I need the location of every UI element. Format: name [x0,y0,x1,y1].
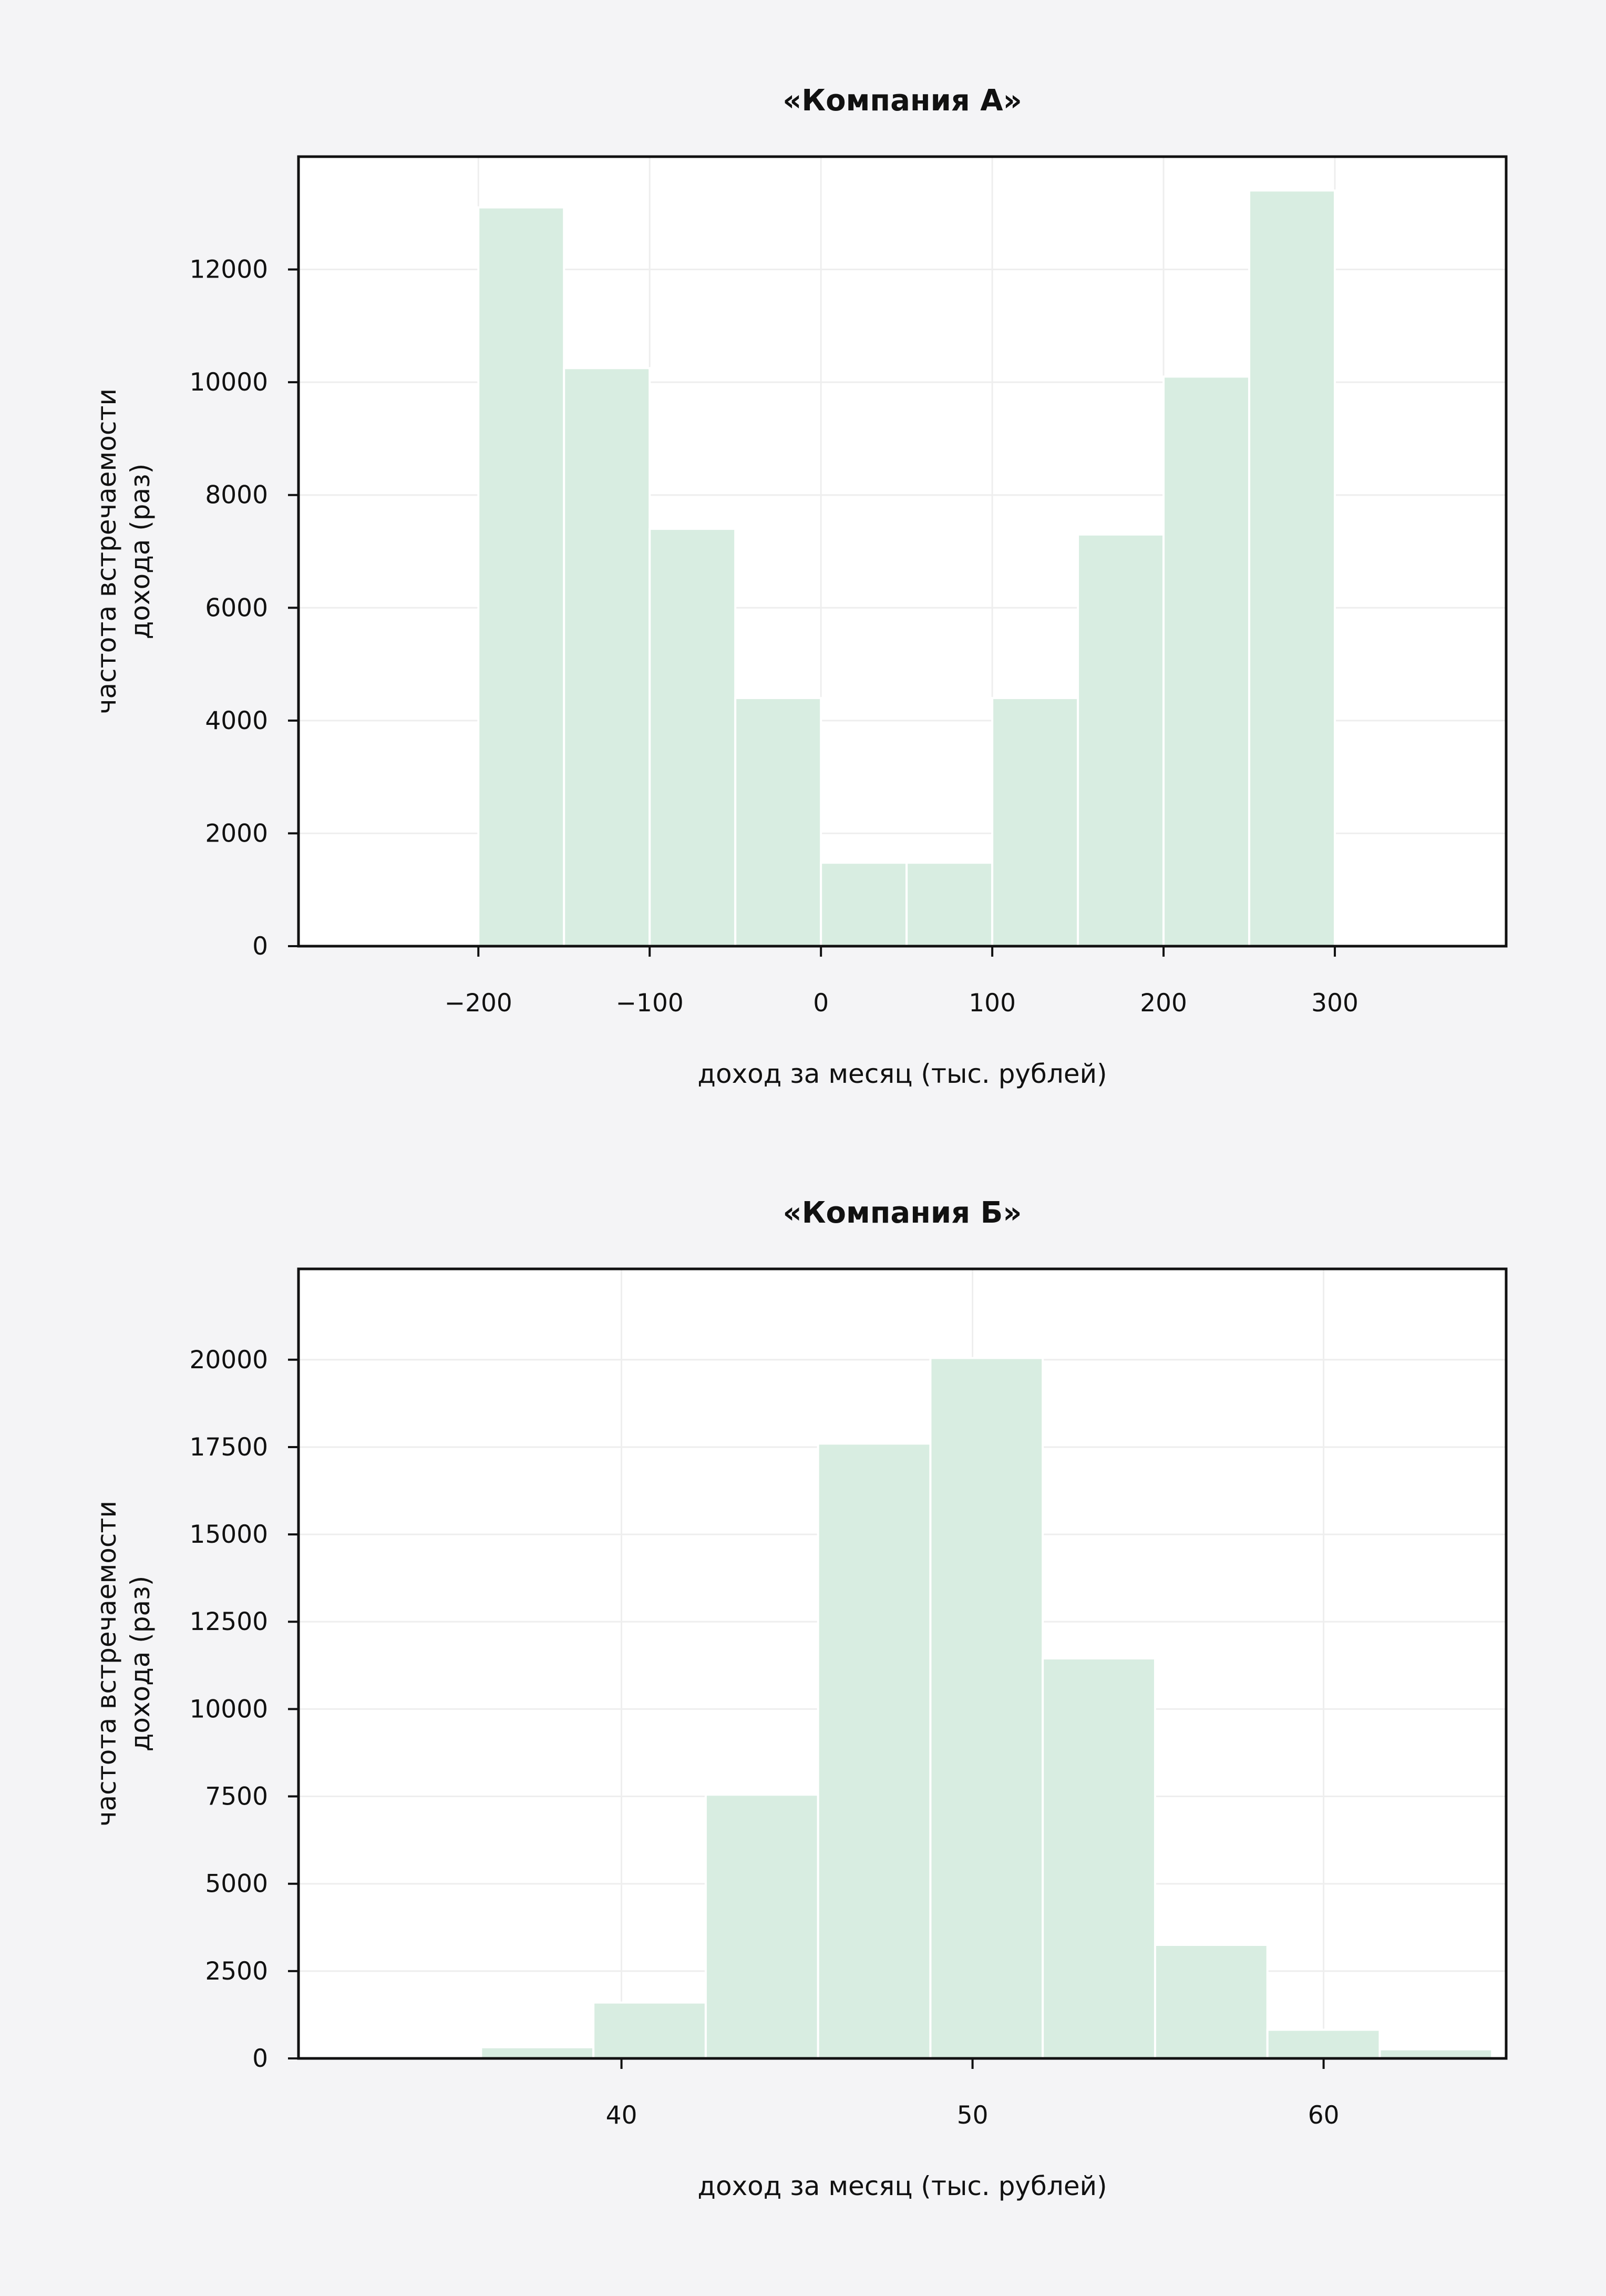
y-tick-label: 12500 [189,1607,268,1636]
histogram-bar [991,696,1079,947]
histogram-bars [477,189,1336,948]
y-tick-label: 10000 [189,368,268,397]
histogram-bar [905,862,994,948]
y-tick-label: 0 [252,2044,268,2073]
chart-1: 0 2000 4000 6000 8000 10000 12000 −200 −100 0 100 2… [91,84,1508,1089]
histogram-bar [1162,375,1251,947]
chart-title: «Компания Б» [783,1196,1022,1230]
histogram-bar [929,1357,1044,2059]
x-tick-label: −200 [445,989,512,1018]
x-tick-label: 0 [813,989,829,1018]
plot-frame [297,1267,1508,2060]
x-axis-label: доход за месяц (тыс. рублей) [697,2171,1107,2201]
x-tick-label: 300 [1311,989,1358,1018]
histogram-bar [734,696,822,947]
x-tick-label: 100 [969,989,1016,1018]
y-tick-label: 4000 [205,706,268,735]
y-tick-label: 2500 [205,1957,268,1986]
x-tick-label: −100 [616,989,684,1018]
x-axis-label: доход за месяц (тыс. рублей) [697,1059,1107,1089]
histogram-bar [817,1442,932,2059]
y-tick-label: 10000 [189,1695,268,1724]
x-tick-label: 50 [957,2101,989,2130]
histogram-bar [1077,533,1165,947]
y-tick-label: 7500 [205,1782,268,1811]
y-axis-label-line: частота встречаемости [91,1501,122,1827]
histogram-bar [480,2046,595,2059]
histogram-bars [480,1357,1494,2060]
x-tick-label: 40 [606,2101,637,2130]
histogram-bar [1042,1657,1156,2060]
x-tick-label: 60 [1308,2101,1340,2130]
histogram-bar [592,2001,707,2060]
y-tick-label: 2000 [205,819,268,848]
histogram-bar [1378,2048,1494,2060]
histogram-bar [704,1793,819,2059]
histogram-bar [1248,189,1336,947]
x-tick-label: 200 [1140,989,1187,1018]
histogram-bar [820,862,908,948]
plot-frame [297,155,1508,948]
y-tick-label: 0 [252,932,268,961]
y-tick-label: 12000 [189,255,268,284]
histogram-bar [1154,1944,1269,2059]
y-tick-label: 5000 [205,1870,268,1899]
histogram-bar [563,367,651,947]
histogram-bar [477,206,565,947]
y-tick-label: 6000 [205,593,268,622]
chart-title: «Компания А» [783,84,1022,118]
y-tick-label: 8000 [205,481,268,510]
histogram-bar [648,528,737,947]
y-axis-label-line: дохода (раз) [125,464,156,639]
y-tick-label: 20000 [189,1346,268,1375]
y-tick-label: 15000 [189,1520,268,1549]
y-axis-label-line: дохода (раз) [125,1576,156,1751]
y-axis-label-line: частота встречаемости [91,388,122,714]
y-tick-label: 17500 [189,1433,268,1462]
histogram-bar [1266,2028,1381,2060]
chart-2: 0 2500 5000 7500 10000 12500 15000 17500 20000 40… [91,1196,1508,2201]
